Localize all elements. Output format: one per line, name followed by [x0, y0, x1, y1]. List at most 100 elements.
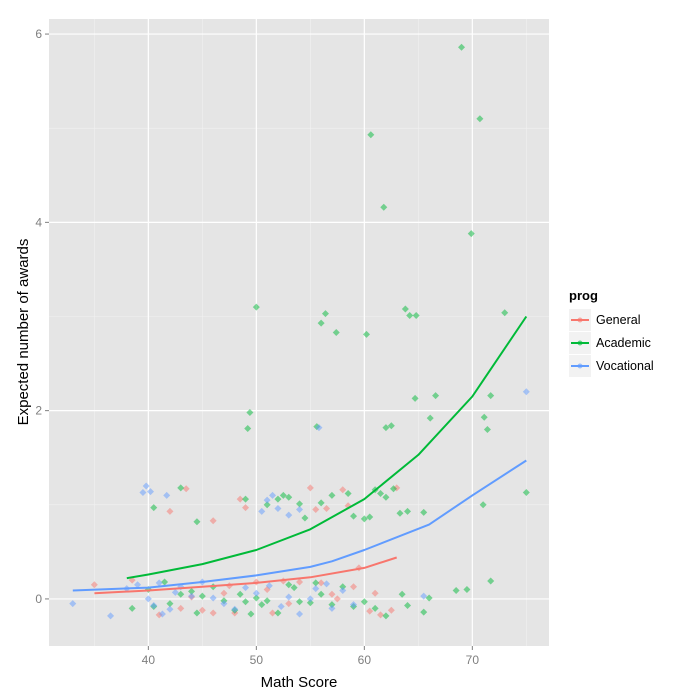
legend-item-academic: Academic	[569, 332, 651, 354]
data-point-vocational	[242, 584, 250, 592]
data-point-academic	[274, 495, 282, 503]
data-point-vocational	[107, 612, 115, 620]
data-point-vocational	[220, 600, 228, 608]
data-point-general	[328, 590, 336, 598]
data-point-general	[285, 600, 293, 608]
lines-layer	[72, 315, 528, 595]
points-layer	[69, 43, 530, 620]
data-point-academic	[193, 518, 201, 526]
data-point-vocational	[263, 496, 271, 504]
data-point-general	[333, 595, 341, 603]
data-point-academic	[128, 604, 136, 612]
data-point-academic	[350, 512, 358, 520]
data-point-academic	[301, 514, 309, 522]
data-point-academic	[279, 491, 287, 499]
x-axis: 40 50 60 70	[142, 646, 480, 667]
data-point-general	[182, 485, 190, 493]
data-point-academic	[366, 513, 374, 521]
legend-label-general: General	[596, 313, 640, 327]
data-point-academic	[522, 489, 530, 497]
data-point-vocational	[158, 610, 166, 618]
x-tick-label: 70	[466, 653, 480, 667]
data-point-vocational	[166, 605, 174, 613]
data-point-academic	[328, 491, 336, 499]
data-point-vocational	[231, 605, 239, 613]
data-point-general	[306, 484, 314, 492]
data-point-academic	[380, 203, 388, 211]
data-point-vocational	[350, 601, 358, 609]
data-point-academic	[161, 578, 169, 586]
data-point-academic	[396, 509, 404, 517]
data-point-general	[323, 505, 331, 513]
x-tick-label: 50	[250, 653, 264, 667]
fit-line-vocational	[72, 459, 527, 592]
data-point-academic	[406, 312, 414, 320]
data-point-academic	[317, 499, 325, 507]
data-point-vocational	[188, 592, 196, 600]
x-tick-label: 60	[358, 653, 372, 667]
data-point-general	[198, 606, 206, 614]
data-point-vocational	[163, 491, 171, 499]
data-point-academic	[150, 504, 158, 512]
data-point-vocational	[69, 600, 77, 608]
data-point-vocational	[265, 582, 273, 590]
data-point-vocational	[252, 589, 260, 597]
data-point-academic	[317, 319, 325, 327]
data-point-academic	[312, 579, 320, 587]
data-point-general	[339, 486, 347, 494]
data-point-academic	[389, 485, 397, 493]
data-point-vocational	[522, 388, 530, 396]
data-point-general	[236, 495, 244, 503]
data-point-academic	[263, 501, 271, 509]
legend-marker-general-icon	[577, 317, 583, 323]
y-axis-title: Expected number of awards	[15, 239, 32, 426]
data-point-academic	[332, 329, 340, 336]
data-point-general	[220, 589, 228, 597]
data-point-academic	[177, 590, 185, 598]
data-point-academic	[479, 501, 487, 509]
data-point-academic	[382, 493, 390, 501]
data-point-academic	[480, 413, 488, 421]
data-point-academic	[432, 392, 440, 400]
data-point-academic	[285, 581, 293, 589]
data-point-vocational	[306, 595, 314, 603]
legend-label-academic: Academic	[596, 336, 651, 350]
data-point-academic	[377, 489, 385, 497]
data-point-academic	[401, 305, 409, 313]
data-point-vocational	[285, 593, 293, 601]
data-point-academic	[411, 394, 419, 402]
data-point-academic	[382, 424, 390, 432]
x-tick-label: 40	[142, 653, 156, 667]
data-point-academic	[258, 601, 266, 609]
data-point-general	[317, 579, 325, 587]
data-point-vocational	[171, 588, 179, 596]
data-point-vocational	[269, 491, 277, 499]
data-point-academic	[274, 609, 282, 617]
legend-item-general: General	[569, 309, 640, 331]
data-point-academic	[463, 586, 471, 594]
data-point-academic	[425, 594, 433, 602]
legend: prog General Academic Vocational	[569, 288, 654, 377]
data-point-academic	[360, 598, 368, 606]
data-point-vocational	[312, 585, 320, 593]
data-point-academic	[236, 590, 244, 598]
plot-panel	[49, 19, 549, 646]
y-tick-label: 2	[35, 404, 42, 418]
data-point-general	[269, 609, 277, 617]
data-point-academic	[242, 495, 250, 503]
data-point-academic	[467, 230, 475, 238]
data-point-vocational	[315, 424, 323, 432]
data-point-vocational	[150, 602, 158, 610]
data-point-academic	[483, 425, 491, 433]
data-point-academic	[420, 508, 428, 516]
legend-marker-vocational-icon	[577, 363, 583, 369]
data-point-vocational	[296, 505, 304, 513]
data-point-academic	[193, 609, 201, 617]
data-point-academic	[382, 612, 390, 620]
data-point-academic	[339, 583, 347, 591]
data-point-general	[209, 609, 217, 617]
data-point-general	[350, 583, 358, 591]
data-point-academic	[367, 131, 375, 139]
data-point-academic	[244, 425, 252, 433]
data-point-academic	[404, 507, 412, 515]
